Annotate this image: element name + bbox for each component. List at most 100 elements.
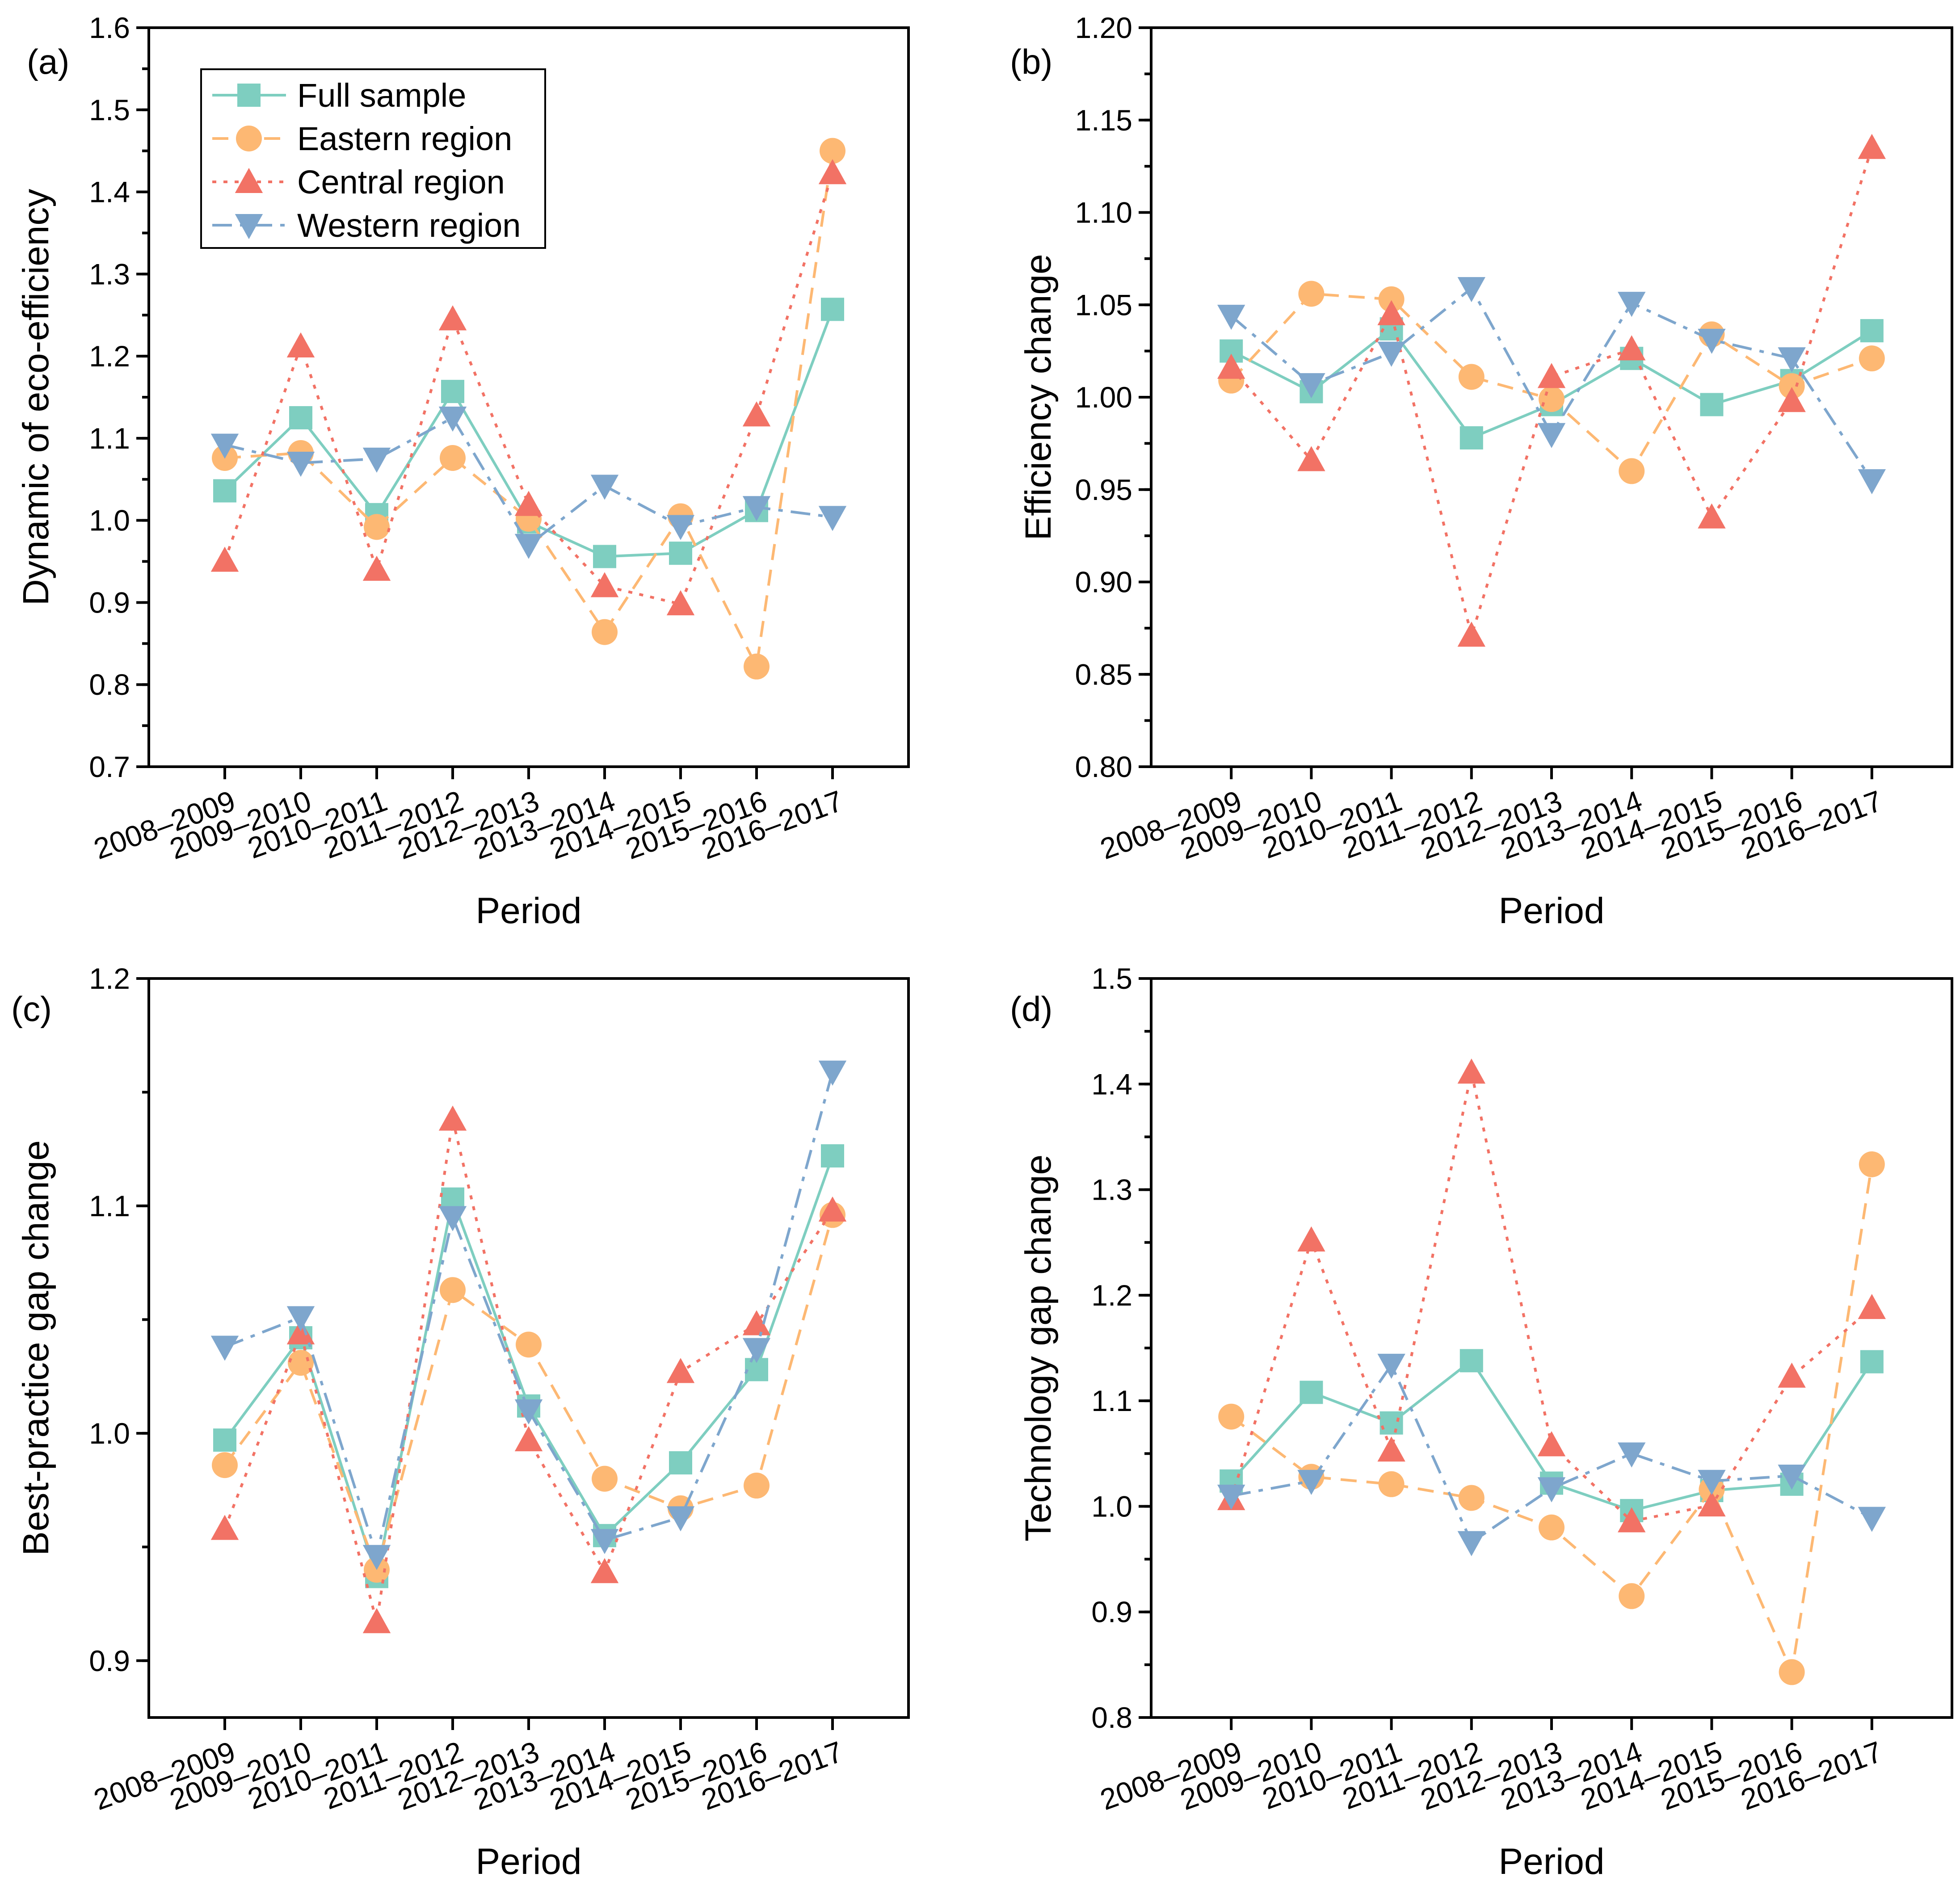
data-point (1377, 1353, 1405, 1379)
data-point (1858, 134, 1886, 159)
y-tick-label: 1.10 (1075, 196, 1132, 229)
y-tick-label: 1.4 (89, 176, 130, 209)
legend-marker (237, 84, 261, 107)
data-point (286, 1319, 315, 1344)
series-central-region (210, 1105, 847, 1634)
data-point (289, 406, 312, 429)
y-axis-title: Dynamic of eco-efficiency (16, 189, 56, 606)
data-point (590, 1558, 619, 1583)
data-point (438, 305, 467, 331)
data-point (213, 479, 236, 503)
data-point (590, 475, 619, 500)
plot-frame (1150, 977, 1953, 1719)
legend: Full sample Eastern region Central region W… (200, 68, 546, 249)
y-tick-label: 1.15 (1075, 104, 1132, 137)
data-point (288, 1350, 314, 1376)
data-point (1698, 1491, 1726, 1517)
data-point (744, 653, 770, 680)
data-point (1779, 373, 1805, 399)
x-axis-title: Period (1498, 890, 1604, 931)
data-point (1218, 1403, 1245, 1430)
data-point (514, 1399, 543, 1425)
data-point (742, 401, 771, 427)
data-point (1698, 328, 1726, 354)
data-point (1858, 469, 1886, 495)
panel-label: (a) (27, 42, 69, 81)
data-point (592, 619, 618, 645)
data-point (514, 533, 543, 559)
y-tick-label: 1.2 (1091, 1279, 1132, 1312)
data-point (742, 1338, 771, 1363)
data-point (514, 1426, 543, 1452)
legend-label: Western region (297, 207, 521, 244)
y-tick-label: 1.5 (1091, 962, 1132, 995)
data-point (821, 298, 844, 321)
data-point (590, 572, 619, 597)
data-point (362, 447, 391, 473)
data-point (1860, 319, 1884, 343)
series-line (223, 1119, 834, 1623)
data-point (286, 1306, 315, 1331)
data-point (1618, 1507, 1646, 1533)
data-point (1537, 1431, 1566, 1457)
data-point (362, 1608, 391, 1634)
y-axis-title: Technology gap change (1018, 1155, 1059, 1541)
data-point (592, 1466, 618, 1492)
y-tick-label: 1.1 (89, 422, 130, 455)
series-western-region (1217, 277, 1886, 495)
data-point (286, 452, 315, 477)
data-point (1377, 1436, 1405, 1462)
data-point (820, 138, 845, 164)
data-point (1457, 1531, 1485, 1556)
data-point (210, 1515, 239, 1540)
data-point (1860, 1350, 1884, 1373)
y-tick-label: 1.1 (89, 1189, 130, 1222)
data-point (1377, 341, 1405, 367)
data-point (666, 515, 695, 540)
data-point (818, 1196, 847, 1222)
y-tick-label: 0.8 (89, 668, 130, 701)
y-tick-label: 1.5 (89, 93, 130, 126)
data-point (1539, 386, 1565, 412)
data-point (362, 1545, 391, 1570)
chart-panel-d: 0.80.91.01.11.21.31.41.52008–20092009–20… (1010, 962, 1953, 1882)
data-point (744, 1472, 770, 1499)
y-tick-label: 0.9 (89, 1644, 130, 1677)
y-tick-label: 0.90 (1075, 566, 1132, 599)
data-point (1698, 503, 1726, 529)
data-point (1859, 345, 1885, 372)
data-point (362, 555, 391, 581)
panel-label: (b) (1010, 42, 1052, 81)
data-point (593, 545, 616, 568)
y-tick-label: 0.9 (1091, 1596, 1132, 1629)
data-point (1298, 281, 1325, 307)
data-point (1537, 423, 1566, 448)
chart-panel-c: 0.91.01.11.22008–20092009–20102010–20112… (11, 962, 910, 1882)
data-point (1698, 1470, 1726, 1495)
y-tick-label: 1.4 (1091, 1067, 1132, 1100)
y-tick-label: 1.0 (1091, 1490, 1132, 1523)
data-point (1457, 1058, 1485, 1084)
x-axis-title: Period (1498, 1841, 1604, 1882)
y-tick-label: 1.6 (89, 11, 130, 44)
data-point (1217, 353, 1245, 379)
data-point (440, 445, 466, 471)
y-tick-label: 1.1 (1091, 1384, 1132, 1417)
data-point (1778, 1362, 1806, 1388)
y-tick-label: 0.80 (1075, 750, 1132, 783)
series-line (1230, 1164, 1873, 1677)
x-axis-title: Period (475, 890, 581, 931)
series-eastern-region (1218, 1151, 1885, 1685)
data-point (1377, 300, 1405, 325)
series-eastern-region (212, 1202, 845, 1583)
data-point (1619, 1583, 1645, 1609)
data-point (1378, 286, 1405, 312)
data-point (212, 1452, 238, 1478)
y-axis-title: Efficiency change (1018, 254, 1059, 540)
data-point (1539, 1514, 1565, 1541)
data-point (1297, 1470, 1325, 1495)
panel-label: (d) (1010, 989, 1052, 1029)
chart-panel-b: 0.800.850.900.951.001.051.101.151.202008… (1010, 11, 1953, 931)
chart-panel-a: 0.70.80.91.01.11.21.31.41.51.62008–20092… (16, 11, 910, 931)
